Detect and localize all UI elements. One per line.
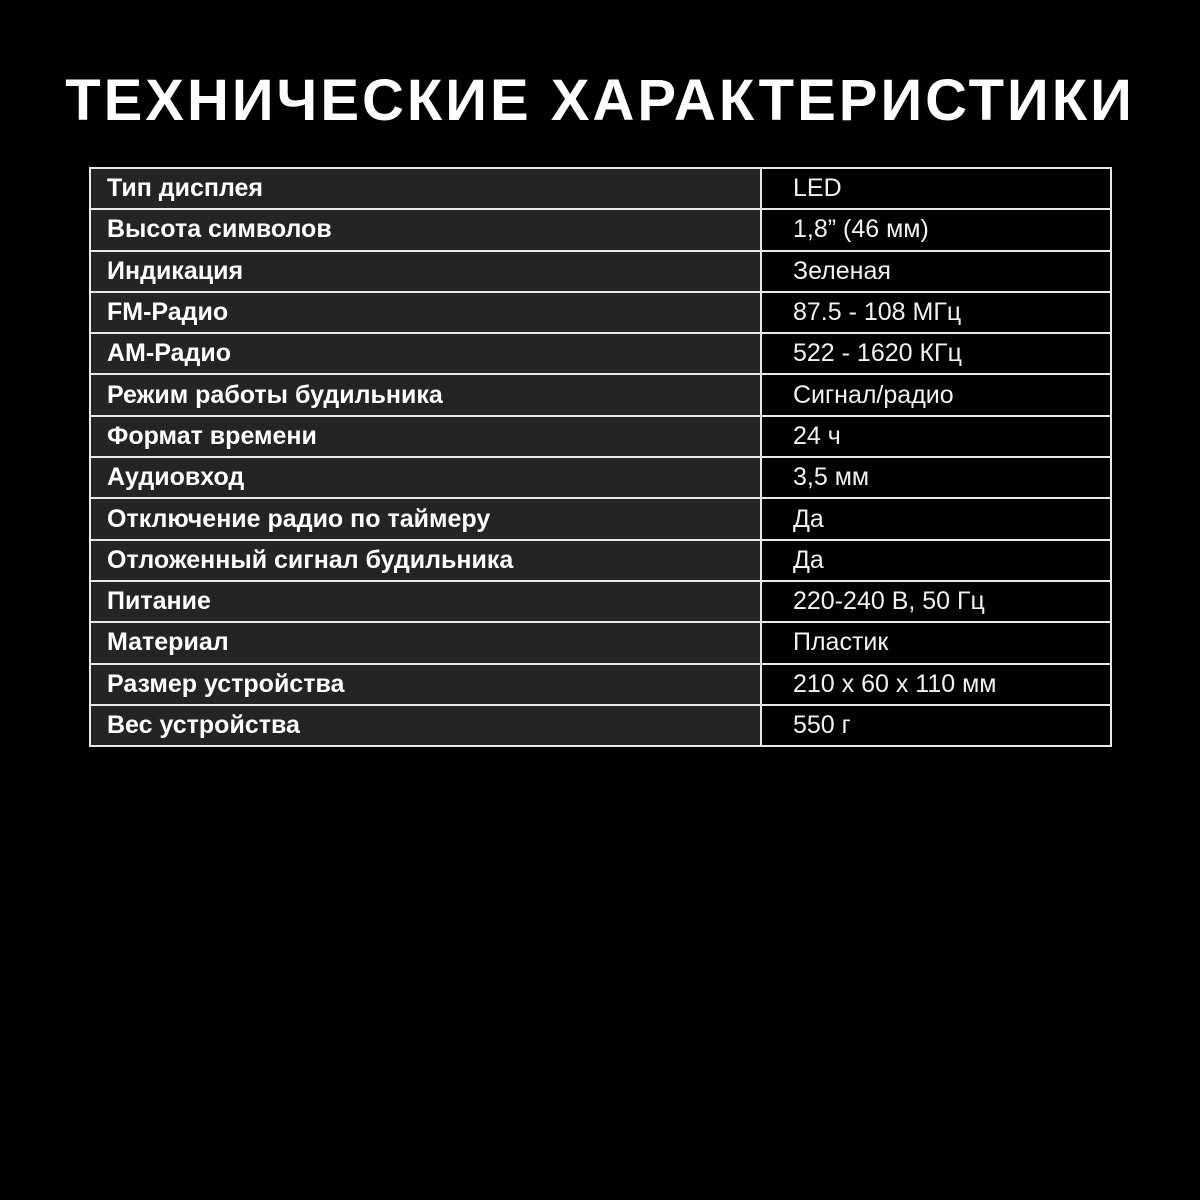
spec-label: Аудиовход [89,456,762,500]
spec-value: Зеленая [760,249,1112,293]
spec-label: AM-Радио [89,332,762,376]
spec-value: Сигнал/радио [760,373,1112,417]
spec-label: Питание [89,579,762,624]
spec-value: Пластик [760,621,1112,665]
table-row: Формат времени 24 ч [89,414,1112,459]
spec-value: 522 - 1620 КГц [760,332,1112,376]
table-row: Питание 220-240 В, 50 Гц [89,579,1112,624]
table-row: Отложенный сигнал будильника Да [89,538,1112,582]
spec-value: Да [760,538,1112,582]
spec-value: 87.5 - 108 МГц [760,290,1112,335]
spec-label: Формат времени [89,414,762,459]
table-row: Отключение радио по таймеру Да [89,497,1112,541]
spec-value: 210 x 60 x 110 мм [760,662,1112,706]
spec-label: Вес устройства [89,703,762,748]
spec-value: 1,8” (46 мм) [760,208,1112,252]
spec-value: 220-240 В, 50 Гц [760,579,1112,624]
spec-label: Тип дисплея [89,166,762,211]
spec-label: Индикация [89,249,762,293]
spec-table: Тип дисплея LED Высота символов 1,8” (46 мм… [89,166,1112,748]
spec-label: Режим работы будильника [89,373,762,417]
page-title: ТЕХНИЧЕСКИЕ ХАРАКТЕРИСТИКИ [65,68,1135,133]
spec-value: LED [760,166,1112,211]
table-row: Аудиовход 3,5 мм [89,456,1112,500]
table-row: Тип дисплея LED [89,166,1112,211]
table-row: Индикация Зеленая [89,249,1112,293]
spec-label: Размер устройства [89,662,762,706]
spec-label: Материал [89,621,762,665]
table-row: AM-Радио 522 - 1620 КГц [89,332,1112,376]
spec-value: 24 ч [760,414,1112,459]
table-row: Вес устройства 550 г [89,703,1112,748]
spec-label: FM-Радио [89,290,762,335]
table-row: Размер устройства 210 x 60 x 110 мм [89,662,1112,706]
spec-value: 3,5 мм [760,456,1112,500]
table-row: Высота символов 1,8” (46 мм) [89,208,1112,252]
spec-label: Отложенный сигнал будильника [89,538,762,582]
table-row: Режим работы будильника Сигнал/радио [89,373,1112,417]
spec-label: Высота символов [89,208,762,252]
table-row: FM-Радио 87.5 - 108 МГц [89,290,1112,335]
spec-value: 550 г [760,703,1112,748]
table-row: Материал Пластик [89,621,1112,665]
spec-value: Да [760,497,1112,541]
spec-label: Отключение радио по таймеру [89,497,762,541]
